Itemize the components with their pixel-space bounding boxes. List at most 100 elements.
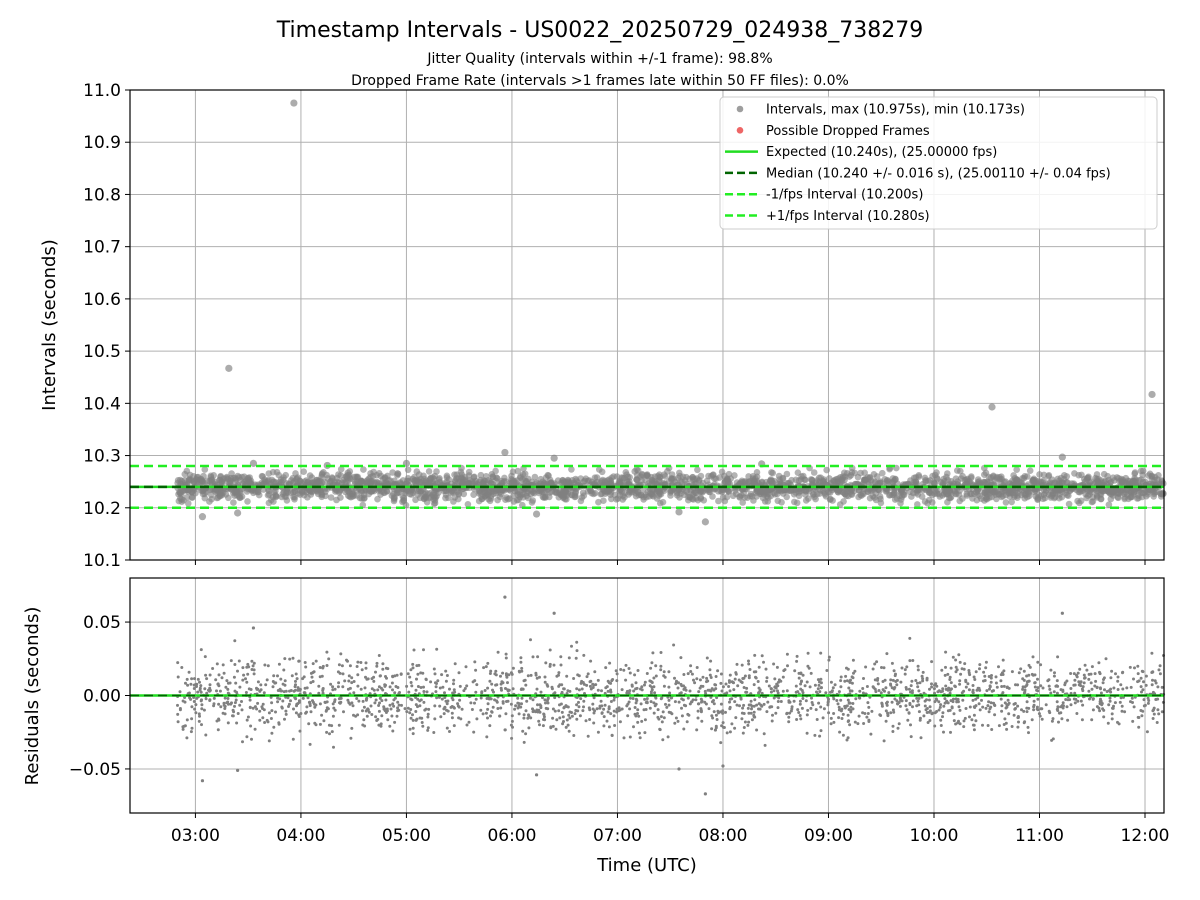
residual-point [412,648,416,652]
residual-point [190,726,194,730]
residual-point [983,674,987,678]
residual-point [575,717,579,721]
residual-point [336,685,340,689]
residual-point [952,719,956,723]
residual-point [899,680,903,684]
residual-point [253,705,257,709]
residual-point [245,680,249,684]
residual-point [391,674,395,678]
residual-point [333,698,337,702]
interval-point [736,493,743,500]
residual-point [1004,721,1008,725]
interval-point [1071,470,1078,477]
legend: Intervals, max (10.975s), min (10.173s) P… [719,96,1158,230]
residual-point [1116,720,1119,724]
residual-point [602,715,606,719]
residual-point [416,705,419,709]
interval-point [889,475,897,482]
residual-point [321,664,325,668]
residual-point [915,681,919,685]
residual-point [318,702,322,706]
residual-point [1022,691,1026,695]
residual-point [994,675,998,679]
residual-point [689,670,693,673]
residual-point [602,707,606,711]
interval-point [659,498,667,506]
residual-point [423,708,427,712]
residual-point [971,688,975,692]
residual-point [765,679,769,683]
residual-point [787,720,791,724]
residual-point [856,722,860,726]
interval-point [600,497,607,505]
residual-point [411,666,415,670]
residual-point [293,685,297,689]
residual-point [420,716,424,720]
residual-point [659,664,663,668]
residual-point [1037,712,1041,716]
residual-point [520,702,523,706]
residual-point [551,707,555,711]
top-lines [130,464,1164,510]
residual-point [219,705,223,709]
residual-point [992,701,996,705]
interval-point [700,497,708,504]
residual-point [395,714,399,718]
residual-point [659,715,663,719]
residual-point [645,672,649,675]
residual-point [486,686,490,690]
residual-point [1156,708,1160,712]
residual-point [628,671,632,675]
residual-point [510,672,514,676]
residual-point [1032,699,1036,703]
residual-point [1081,703,1085,707]
residual-point [292,689,296,693]
residual-point [867,705,871,709]
residual-point [837,716,841,720]
residual-point [529,673,533,677]
legend-label: Possible Dropped Frames [766,124,930,139]
residual-point [1052,690,1056,694]
residual-point [659,668,663,672]
residual-point [1020,708,1023,712]
residual-point [800,706,804,710]
residual-point [807,666,811,670]
legend-label: Intervals, max (10.975s), min (10.173s) [766,103,1025,118]
residual-point [773,677,777,681]
residual-point [197,719,201,723]
residual-point [810,696,813,700]
residual-point [939,703,943,707]
residual-point [348,702,352,706]
residual-point [377,685,381,689]
interval-point [404,477,411,485]
residual-point [252,668,256,672]
residual-point [408,727,412,731]
residual-point [1061,688,1065,692]
residual-point [1027,679,1031,683]
residual-point [987,700,991,704]
residual-point [694,698,698,702]
residual-point [217,717,221,721]
residual-point [1094,679,1098,683]
residual-point [925,711,929,714]
residual-point [988,685,992,689]
residual-point [810,701,814,704]
interval-point [1121,494,1128,501]
residual-point [425,690,429,694]
interval-point [272,492,280,499]
residual-point [414,688,418,692]
residual-point [804,699,808,703]
residual-point [416,672,420,676]
residual-point [377,723,381,727]
residual-point [762,660,765,664]
residual-point [986,704,990,708]
residual-point [885,700,889,704]
interval-point [464,501,472,508]
residual-point [1158,672,1162,676]
residual-point [286,696,290,700]
residual-point [187,691,191,695]
residual-point [354,714,358,718]
residual-point [493,698,497,702]
residual-point [967,688,971,692]
residual-point [417,663,421,667]
